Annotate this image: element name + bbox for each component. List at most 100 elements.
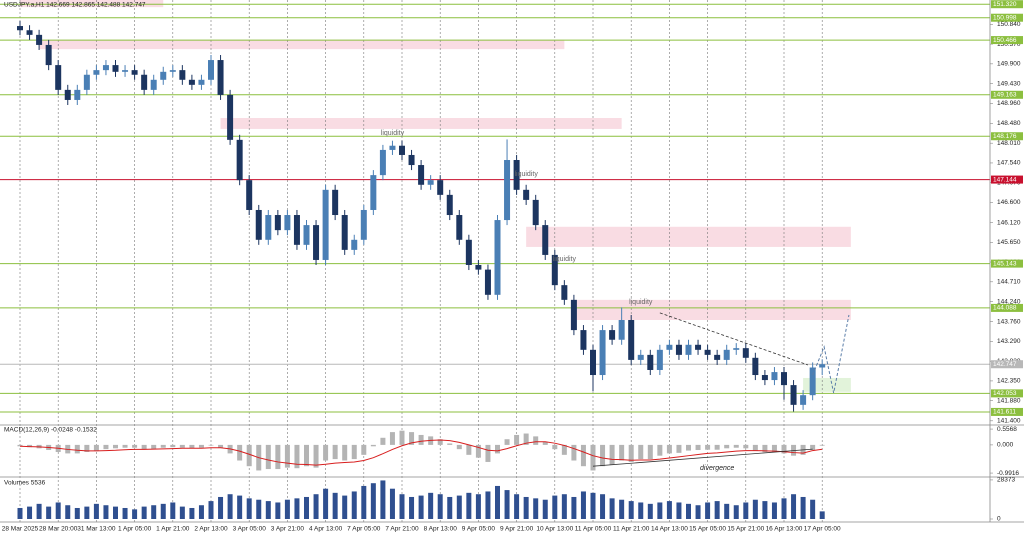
candle-body [590,349,596,376]
bar [686,444,691,451]
y-tick-label: 145.650 [997,239,1021,246]
bar [447,443,453,445]
annotation: liquidity [629,299,653,306]
y-tick-label: 142.350 [997,378,1021,385]
bar [466,444,472,455]
bar [447,496,453,519]
x-tick-label: 11 Apr 05:00 [575,526,612,533]
bar [657,502,663,519]
candle-body [465,239,472,265]
candle-body [150,79,157,90]
bar [361,485,367,519]
candle-body [456,215,463,240]
candle-body [217,60,224,95]
bar [93,503,99,519]
zone [220,118,622,129]
candle-body [351,239,358,250]
candle-body [208,60,214,80]
level-label-box [991,13,1023,22]
bar [74,444,80,454]
bar [647,444,653,460]
candle-body [771,372,778,381]
bar [17,444,23,447]
bar [456,495,462,519]
bar [695,505,701,519]
candle-body [370,175,377,210]
candle-body [656,349,663,370]
bar [332,444,338,460]
candle-body [523,189,530,200]
bar [743,502,749,519]
x-tick-label: 4 Apr 13:00 [309,526,343,533]
candle-body [274,215,281,231]
bar [132,509,138,519]
trend-line [659,312,809,366]
signal-line [19,439,823,466]
bar [743,444,749,449]
candle-body [303,225,310,245]
level-label: 149.163 [993,92,1017,99]
bar [418,434,424,445]
bar [55,502,61,519]
axis-area [0,0,1024,523]
candle-body [45,44,52,66]
candle-body [379,149,386,176]
bar [495,485,500,519]
bar [113,444,118,449]
candle-body [227,94,234,140]
bar [791,494,797,519]
x-tick-label: 1 Apr 05:00 [118,526,152,533]
bar [619,499,625,519]
bar [74,507,80,519]
bar [600,494,606,519]
bar [552,495,558,519]
candle-body [102,65,109,71]
bar [771,502,777,519]
plot-area [0,0,990,522]
bar [657,444,663,456]
level-label: 145.143 [993,260,1017,267]
bar [122,444,128,448]
candle-body [542,225,549,255]
bar [475,444,481,458]
bar [437,494,443,519]
bar [733,505,739,519]
candle-body [781,372,787,386]
bar [36,503,42,519]
volume-title: Volumes 5536 [4,480,46,487]
bar [590,444,596,471]
bar [705,502,711,519]
candle-body [618,320,625,340]
bar [466,492,472,519]
candle-body [723,349,730,360]
bar [284,444,290,468]
bar [27,444,33,448]
bar [781,444,787,454]
bar [246,498,252,519]
bar [294,498,300,519]
candle-body [800,395,807,405]
level-label-box [991,36,1023,45]
bar [810,499,816,519]
candle-body [561,285,568,300]
bar [170,444,176,448]
level-label: 144.088 [993,305,1017,312]
x-tick-label: 28 Mar 20:00 [39,526,78,533]
candle-body [628,320,635,360]
y-tick-label: 147.540 [997,160,1021,167]
bar [495,444,500,454]
y-tick-label: 0 [997,516,1001,523]
bar [762,501,768,519]
candle-body [685,344,692,355]
candle-body [446,194,453,216]
candle-body [504,160,511,221]
candle-body [714,354,721,360]
candle-body [475,264,482,270]
candle-body [332,189,339,216]
candle-body [265,215,272,240]
bar [676,502,682,519]
bar [189,444,195,449]
bar [122,507,128,519]
candle-body [761,375,768,381]
bar [227,494,233,519]
